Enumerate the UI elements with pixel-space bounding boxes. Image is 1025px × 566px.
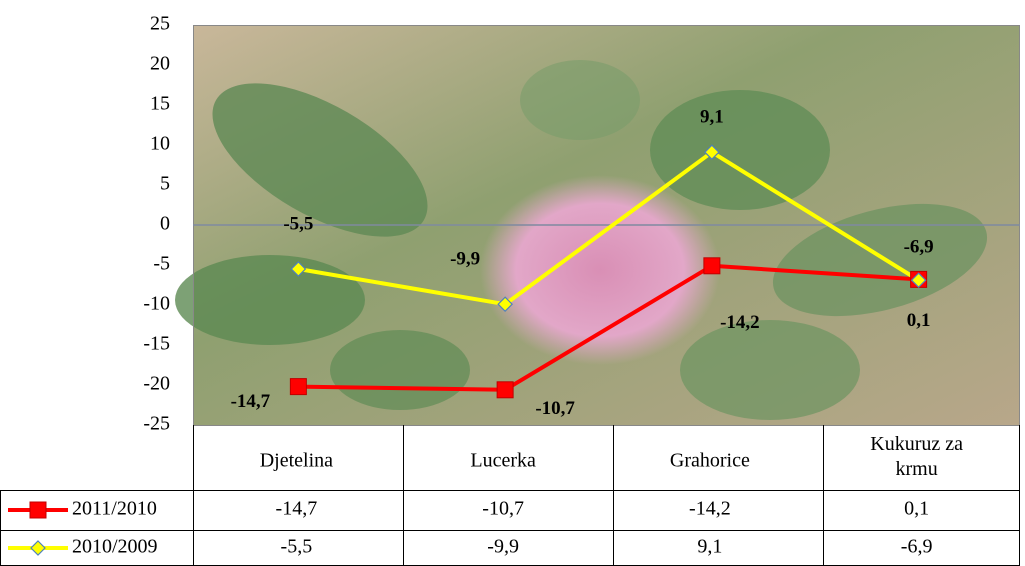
legend-marker — [29, 501, 47, 519]
x-category-label: Djetelina — [260, 450, 333, 472]
data-label: 0,1 — [907, 310, 931, 331]
y-tick-label: -20 — [143, 373, 170, 395]
table-cell: -10,7 — [482, 498, 524, 520]
data-label: -6,9 — [904, 237, 934, 258]
legend-label: 2011/2010 — [72, 498, 157, 520]
data-label: -14,2 — [720, 312, 760, 333]
table-cell: -5,5 — [281, 536, 313, 558]
marker — [290, 261, 307, 277]
x-category-label: Grahorice — [670, 450, 750, 472]
marker — [289, 378, 307, 396]
y-tick-label: 15 — [150, 93, 170, 115]
y-tick-label: 10 — [150, 133, 170, 155]
y-tick-label: -25 — [143, 413, 170, 435]
y-tick-label: 5 — [160, 173, 170, 195]
y-tick-label: -10 — [143, 293, 170, 315]
y-tick-label: -15 — [143, 333, 170, 355]
data-label: -5,5 — [283, 213, 313, 234]
series-line — [298, 263, 919, 392]
marker — [703, 257, 721, 275]
legend-label: 2010/2009 — [72, 536, 158, 558]
data-label: 9,1 — [700, 107, 724, 128]
legend-marker — [30, 540, 46, 556]
y-tick-label: 25 — [150, 13, 170, 35]
data-label: -10,7 — [535, 398, 575, 419]
marker — [704, 144, 720, 161]
x-category-label: Kukuruz za krmu — [870, 433, 963, 480]
marker — [910, 272, 927, 289]
table-cell: -14,2 — [689, 498, 731, 520]
table-cell: -9,9 — [487, 536, 519, 558]
table-cell: -6,9 — [901, 536, 933, 558]
data-label: -9,9 — [450, 249, 480, 270]
series-line — [298, 150, 920, 307]
table-cell: 9,1 — [697, 536, 722, 558]
y-tick-label: -5 — [153, 253, 170, 275]
y-tick-label: 20 — [150, 53, 170, 75]
marker — [497, 296, 513, 313]
table-cell: 0,1 — [904, 498, 929, 520]
y-tick-label: 0 — [160, 213, 170, 235]
table-cell: -14,7 — [276, 498, 318, 520]
data-label: -14,7 — [231, 391, 271, 412]
marker — [496, 381, 514, 399]
x-category-label: Lucerka — [470, 450, 536, 472]
